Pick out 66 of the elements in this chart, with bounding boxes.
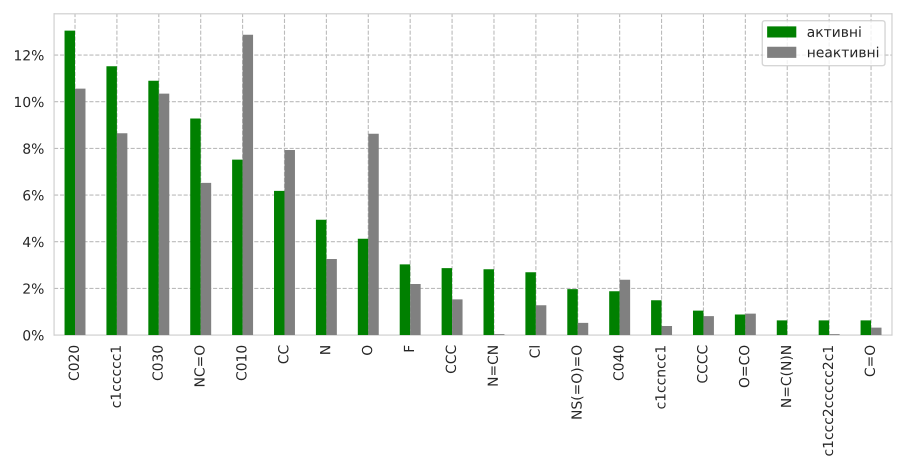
x-tick-label: O — [362, 346, 372, 355]
x-tick-label: C030 — [152, 346, 163, 380]
x-tick-label: CC — [278, 346, 289, 364]
y-tick-label: 12% — [14, 50, 44, 61]
x-tick-label: c1ccc2ccccc2c1 — [822, 346, 834, 456]
y-tick-label: 8% — [23, 143, 44, 154]
bar — [316, 220, 326, 336]
y-tick-label: 10% — [14, 96, 44, 108]
bar — [662, 326, 672, 336]
bar — [692, 310, 704, 336]
y-tick-label: 4% — [22, 236, 44, 248]
legend-label: активні — [808, 26, 861, 38]
bar — [326, 259, 337, 336]
x-tick-label: c1ccncc1 — [655, 346, 666, 409]
bar — [75, 88, 86, 336]
y-tick-label: 6% — [23, 190, 44, 201]
x-tick-label: N=CN — [488, 346, 498, 386]
bar — [536, 305, 546, 336]
x-tick-label: CCCC — [696, 346, 708, 383]
bar — [609, 291, 620, 336]
bar — [368, 134, 379, 336]
bar — [64, 30, 76, 336]
bar — [400, 264, 410, 336]
bar — [776, 320, 788, 336]
bar — [578, 322, 588, 336]
x-tick-label: N=C(N)N — [780, 346, 793, 407]
x-tick-label: O=CO — [738, 346, 750, 388]
bar — [703, 316, 714, 336]
bar — [106, 66, 117, 336]
bar — [410, 284, 421, 336]
bar — [818, 320, 830, 336]
x-tick-label: C010 — [236, 346, 247, 380]
bar — [148, 80, 159, 336]
bar — [620, 280, 630, 336]
y-tick-label: 0% — [23, 330, 44, 341]
bar — [484, 269, 494, 336]
x-tick-label: NC=O — [194, 346, 205, 386]
bar — [200, 182, 212, 336]
bar — [442, 268, 452, 336]
bar — [358, 238, 368, 336]
bar — [232, 160, 243, 336]
x-tick-label: CCC — [446, 346, 456, 374]
bar — [274, 190, 284, 336]
bar — [525, 272, 536, 336]
x-tick-label: F — [404, 346, 414, 352]
x-tick-label: NS(=O)=O — [571, 346, 584, 419]
y-tick-label: 2% — [23, 283, 44, 294]
bar — [242, 34, 254, 336]
legend-label: неактивні — [808, 46, 878, 58]
bar — [190, 118, 201, 336]
x-tick-label: N — [320, 346, 330, 354]
x-tick-label: C040 — [613, 346, 624, 380]
bar — [651, 300, 662, 336]
bar — [567, 289, 578, 336]
bar — [158, 94, 170, 336]
x-tick-label: C=O — [864, 346, 876, 376]
x-tick-label: C020 — [68, 346, 80, 380]
bar — [284, 150, 295, 336]
bar — [860, 320, 872, 336]
bar — [734, 314, 746, 336]
bar — [871, 328, 882, 336]
bar — [452, 299, 463, 336]
bar — [116, 133, 128, 336]
x-tick-label: Cl — [529, 346, 540, 358]
x-tick-label: c1ccccc1 — [110, 346, 121, 408]
bar — [745, 314, 756, 336]
